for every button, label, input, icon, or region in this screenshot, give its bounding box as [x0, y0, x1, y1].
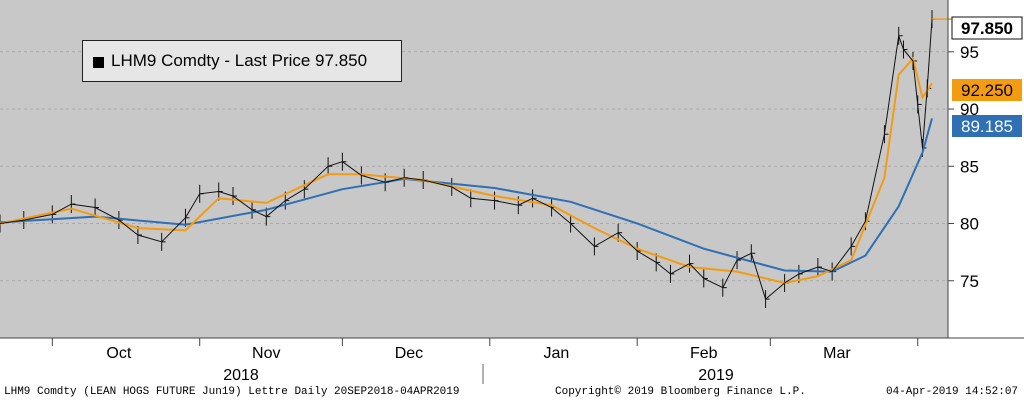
year-label-2018: 2018	[223, 367, 259, 384]
price-badge: 97.850	[951, 16, 1023, 40]
footer-copyright: Copyright© 2019 Bloomberg Finance L.P.	[555, 386, 806, 398]
last-price-line	[0, 19, 933, 300]
price-badge-value: 97.850	[961, 19, 1013, 38]
x-month-label: Mar	[823, 345, 851, 362]
ma-short-badge-value: 92.250	[961, 81, 1013, 100]
y-tick-label: 75	[960, 272, 979, 291]
y-tick-label: 85	[960, 157, 979, 176]
x-month-label: Feb	[690, 345, 718, 362]
ma-long-badge-value: 89.185	[961, 117, 1013, 136]
legend-label: LHM9 Comdty - Last Price 97.850	[111, 51, 368, 70]
ma-short-badge: 92.250	[952, 79, 1022, 101]
x-month-label: Oct	[106, 345, 131, 362]
footer-security: LHM9 Comdty (LEAN HOGS FUTURE Jun19) Let…	[4, 386, 460, 398]
y-tick-label: 90	[960, 100, 979, 119]
x-month-label: Jan	[543, 345, 569, 362]
ma-long-badge: 89.185	[952, 115, 1022, 137]
x-month-label: Nov	[252, 345, 280, 362]
moving-average-short-line	[0, 56, 933, 285]
year-label-2019: 2019	[698, 367, 734, 384]
x-month-label: Dec	[395, 345, 423, 362]
legend: LHM9 Comdty - Last Price 97.850	[82, 40, 402, 82]
footer-timestamp: 04-Apr-2019 14:52:07	[886, 386, 1019, 398]
moving-average-long-line	[0, 118, 933, 273]
y-tick-label: 95	[960, 43, 979, 62]
legend-swatch-icon	[93, 57, 104, 68]
footer-bar: LHM9 Comdty (LEAN HOGS FUTURE Jun19) Let…	[0, 383, 1024, 402]
y-tick-label: 80	[960, 215, 979, 234]
